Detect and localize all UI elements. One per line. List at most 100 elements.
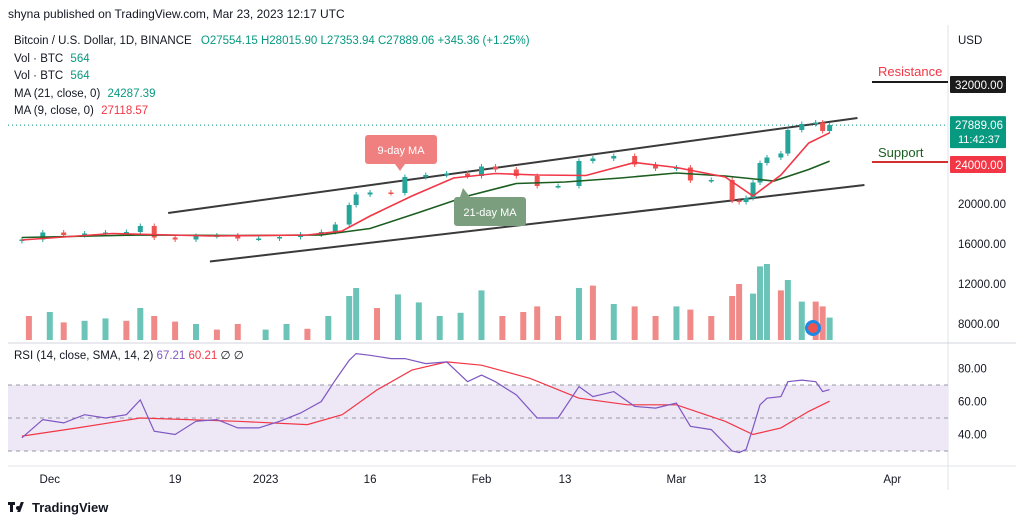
y-tick-label: 12000.00 [958, 279, 1006, 291]
last-price-tag-bg [950, 116, 1006, 149]
legend-vol2-value: 564 [70, 70, 90, 82]
x-tick-label: 2023 [253, 474, 279, 486]
candle-body [102, 232, 108, 234]
candle-body [193, 236, 199, 240]
legend-vol-row-1[interactable]: Vol · BTC 564 [14, 51, 530, 69]
candle-body [137, 226, 143, 232]
volume-bar [708, 316, 715, 340]
candle-body [318, 232, 324, 235]
volume-bar [757, 266, 763, 340]
volume-bar [123, 320, 130, 340]
x-tick-label: Apr [883, 474, 901, 486]
candle-body [82, 233, 88, 235]
volume-bar [394, 294, 401, 340]
legend-symbol[interactable]: Bitcoin / U.S. Dollar, 1D, BINANCE [14, 35, 192, 47]
legend-ma9-row[interactable]: MA (9, close, 0) 27118.57 [14, 103, 530, 121]
volume-bar [283, 324, 290, 340]
volume-bar [534, 306, 541, 340]
y-tick-label: 8000.00 [958, 319, 1000, 331]
candle-body [813, 122, 819, 124]
publisher-line: shyna published on TradingView.com, Mar … [8, 7, 345, 21]
volume-bar [499, 316, 506, 340]
candle-body [123, 232, 129, 234]
candle-body [764, 157, 770, 163]
candle-body [736, 200, 742, 202]
rsi-y-tick-label: 80.00 [958, 364, 987, 376]
rsi-pane [8, 352, 948, 454]
countdown-text: 11:42:37 [958, 134, 1000, 146]
volume-bar [60, 322, 67, 340]
candle-body [235, 235, 241, 239]
candle-body [785, 130, 791, 154]
volume-bar [673, 306, 680, 340]
volume-bar [555, 316, 562, 340]
candle-body [729, 180, 735, 201]
volume-bar [457, 312, 464, 340]
rsi-legend-sma-value: 60.21 [188, 350, 218, 362]
chart-legend: Bitcoin / U.S. Dollar, 1D, BINANCE O2755… [14, 33, 530, 121]
volume-bar [46, 312, 53, 340]
rsi-y-tick-label: 40.00 [958, 430, 987, 442]
volume-bar [750, 293, 757, 340]
support-price-tag-bg [950, 156, 1006, 173]
candle-body [757, 163, 763, 183]
x-tick-label: Feb [472, 474, 492, 486]
volume-bar [784, 280, 791, 340]
last-price-tag-text: 27889.06 [955, 120, 1003, 132]
ma9-callout-box [365, 135, 437, 164]
candle-body [673, 167, 679, 169]
candle-body [478, 166, 484, 176]
legend-ma21-row[interactable]: MA (21, close, 0) 24287.39 [14, 86, 530, 104]
candle-body [576, 161, 582, 186]
volume-bar [102, 318, 109, 340]
volume-bar [304, 328, 311, 340]
candle-body [653, 164, 659, 169]
x-tick-label: Mar [667, 474, 687, 486]
x-tick-label: 16 [364, 474, 377, 486]
volume-bar [478, 290, 485, 340]
volume-bar [346, 296, 353, 340]
legend-vol1-value: 564 [70, 52, 90, 65]
volume-bar [736, 284, 743, 340]
candle-body [534, 176, 540, 186]
candle-body [402, 177, 408, 193]
rsi-legend[interactable]: RSI (14, close, SMA, 14, 2) 67.21 60.21 … [14, 348, 244, 362]
resistance-price-tag-text: 32000.00 [955, 80, 1003, 92]
volume-bar [81, 320, 88, 340]
candle-body [708, 180, 714, 182]
currency-label: USD [958, 35, 982, 47]
footer-brand[interactable]: TradingView [8, 500, 108, 515]
legend-symbol-row: Bitcoin / U.S. Dollar, 1D, BINANCE O2755… [14, 33, 530, 51]
candle-body [799, 124, 805, 130]
y-tick-label: 20000.00 [958, 199, 1006, 211]
volume-bar [826, 317, 833, 340]
candle-body [214, 235, 220, 237]
legend-ma9-value: 27118.57 [101, 105, 149, 117]
candle-body [40, 232, 46, 240]
moving-averages [21, 132, 830, 241]
candle-body [61, 232, 67, 235]
candle-body [611, 156, 617, 159]
candle-body [555, 186, 561, 188]
volume-bar [374, 308, 381, 340]
candles [19, 120, 833, 244]
candle-body [297, 234, 303, 237]
x-tick-label: 13 [559, 474, 572, 486]
candle-body [346, 205, 352, 225]
resistance-label: Resistance [878, 64, 942, 79]
volume-bar [589, 285, 596, 340]
candle-body [151, 226, 157, 238]
legend-vol-row-2[interactable]: Vol · BTC 564 [14, 68, 530, 86]
volume-bar [415, 302, 422, 340]
rsi-band [8, 385, 948, 451]
candle-body [353, 194, 359, 205]
candle-body [632, 156, 638, 165]
volume-bar [631, 306, 638, 340]
volume-bar [262, 329, 269, 340]
volume-bar [353, 288, 360, 340]
candle-body [19, 239, 25, 241]
rsi-legend-extra: ∅ ∅ [220, 350, 244, 362]
legend-ma21-value: 24287.39 [107, 87, 156, 100]
candle-body [492, 166, 498, 170]
ma9-callout-pointer [395, 164, 405, 171]
